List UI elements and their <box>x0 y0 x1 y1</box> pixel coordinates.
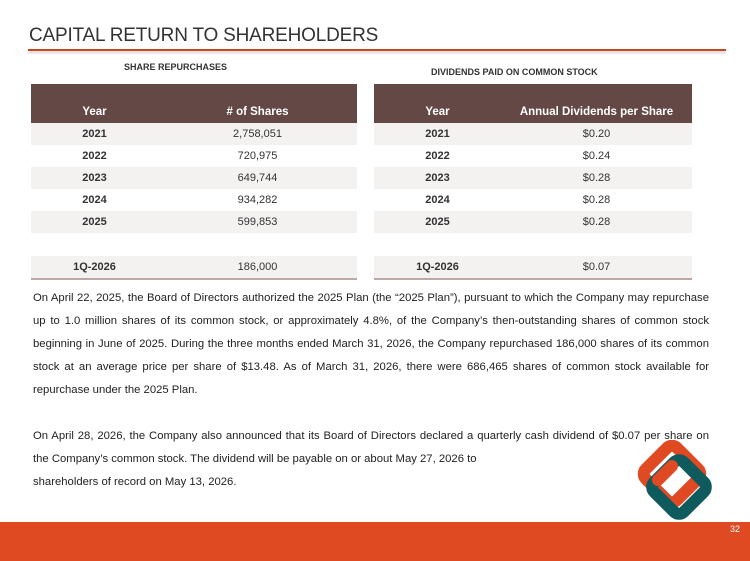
value-cell: 2,758,051 <box>158 123 357 145</box>
table-row: 1Q-2026 186,000 <box>31 256 357 280</box>
title-divider <box>28 49 726 51</box>
year-cell: 2024 <box>425 194 450 206</box>
table-row: 2022 $0.24 <box>374 145 692 167</box>
share-repurchases-table: Year # of Shares 2021 2,758,051 2022 720,97… <box>31 84 357 280</box>
table-row: 2023 $0.28 <box>374 167 692 189</box>
year-cell: 2025 <box>31 211 158 233</box>
value-cell: 649,744 <box>158 167 357 189</box>
dividends-table: Year Annual Dividends per Share 2021 $0.20… <box>374 84 692 280</box>
value-cell: $0.28 <box>582 194 611 206</box>
year-cell: 2024 <box>82 194 107 206</box>
page-number: 32 <box>729 524 740 534</box>
year-cell: 1Q-2026 <box>374 256 501 280</box>
footer-bar <box>0 522 750 561</box>
value-cell: 720,975 <box>237 150 278 162</box>
table-row: 2024 934,282 <box>31 189 357 211</box>
value-cell: 599,853 <box>158 211 357 233</box>
value-cell: $0.24 <box>582 150 611 162</box>
table-row: 2023 649,744 <box>31 167 357 189</box>
column-header: Annual Dividends per Share <box>501 84 692 123</box>
column-header: # of Shares <box>158 84 357 123</box>
dividend-paragraph: On April 28, 2026, the Company also anno… <box>33 430 709 465</box>
table-row: 2022 720,975 <box>31 145 357 167</box>
column-header: Year <box>31 84 158 123</box>
dividend-paragraph-end: shareholders of record on May 13, 2026. <box>33 476 237 488</box>
dividends-caption: DIVIDENDS PAID ON COMMON STOCK <box>431 67 598 77</box>
value-cell: $0.28 <box>501 211 692 233</box>
table-row: 1Q-2026 $0.07 <box>374 256 692 280</box>
table-row: 2024 $0.28 <box>374 189 692 211</box>
year-cell: 2023 <box>31 167 158 189</box>
value-cell: $0.28 <box>501 167 692 189</box>
year-cell: 2021 <box>374 123 501 145</box>
value-cell: $0.20 <box>501 123 692 145</box>
year-cell: 2022 <box>82 150 107 162</box>
repurchase-plan-paragraph: On April 22, 2025, the Board of Director… <box>33 292 709 396</box>
company-logo <box>637 440 712 520</box>
value-cell: 934,282 <box>237 194 278 206</box>
value-cell: $0.07 <box>501 256 692 280</box>
year-cell: 2025 <box>374 211 501 233</box>
page-title: CAPITAL RETURN TO SHAREHOLDERS <box>29 25 379 46</box>
year-cell: 1Q-2026 <box>31 256 158 280</box>
share-repurchases-caption: SHARE REPURCHASES <box>124 62 228 72</box>
year-cell: 2022 <box>425 150 450 162</box>
column-header: Year <box>374 84 501 123</box>
value-cell: 186,000 <box>158 256 357 280</box>
year-cell: 2021 <box>31 123 158 145</box>
table-row: 2021 2,758,051 <box>31 123 357 145</box>
year-cell: 2023 <box>374 167 501 189</box>
table-row: 2025 599,853 <box>31 211 357 233</box>
table-row: 2021 $0.20 <box>374 123 692 145</box>
table-row: 2025 $0.28 <box>374 211 692 233</box>
